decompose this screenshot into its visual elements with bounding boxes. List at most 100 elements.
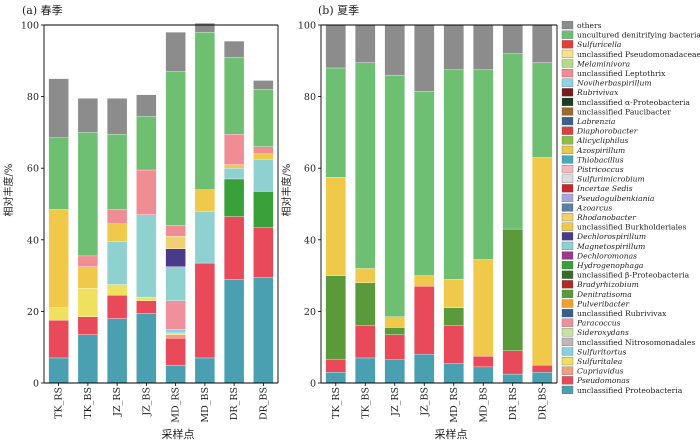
legend-item: Diaphorobacter	[561, 127, 638, 136]
bar-segment-b-DR_RS-37	[502, 53, 523, 230]
bar-segment-a-DR_BS-1	[253, 227, 274, 278]
legend-swatch	[561, 165, 574, 174]
y-tick-label-b-100: 100	[298, 21, 316, 32]
bar-segment-a-MD_BS-15	[194, 211, 215, 264]
legend-label: Sulfurimicrobium	[577, 175, 645, 184]
legend-swatch	[561, 357, 574, 366]
bar-segment-a-JZ_RS-15	[107, 241, 128, 285]
legend-label: Sulfuritortus	[577, 347, 626, 356]
legend-swatch	[561, 232, 574, 241]
bar-segment-a-JZ_RS-38	[107, 98, 128, 135]
bar-segment-a-DR_RS-38	[224, 40, 245, 58]
legend-label: Hydrogenophaga	[576, 261, 644, 270]
bar-segment-a-MD_RS-16	[165, 248, 186, 267]
bar-segment-b-TK_RS-38	[325, 24, 346, 69]
bar-segment-a-TK_RS-0	[48, 357, 69, 384]
bar-segment-a-MD_RS-33	[165, 225, 186, 237]
bar-segment-a-MD_RS-4	[165, 329, 186, 334]
legend-item: Sulfuritortus	[561, 347, 626, 356]
legend-swatch	[561, 241, 574, 250]
legend-label: Pseudogulbenkiania	[576, 194, 655, 203]
bar-segment-a-DR_BS-13	[253, 191, 274, 228]
legend-label: uncultured denitrifying bacteria	[577, 31, 700, 40]
x-tick-label-a-MD_BS: MD_BS	[200, 387, 211, 423]
bar-segment-b-MD_RS-10	[443, 307, 464, 326]
bar-segment-b-DR_RS-0	[502, 373, 523, 384]
y-tick-label-b-80: 80	[304, 92, 316, 103]
bar-segment-a-TK_RS-37	[48, 137, 69, 210]
legend-swatch	[561, 97, 574, 106]
bar-segment-b-TK_BS-10	[355, 282, 376, 326]
legend-label: Noviherbaspirillum	[576, 79, 652, 88]
x-tick-label-a-MD_RS: MD_RS	[171, 387, 182, 423]
bar-segment-b-TK_BS-37	[355, 62, 376, 269]
bar-segment-a-DR_BS-37	[253, 89, 274, 147]
bar-segment-a-MD_RS-7	[165, 300, 186, 330]
bar-segment-a-JZ_BS-37	[136, 116, 157, 171]
legend-item: Hydrogenophaga	[561, 261, 644, 270]
bar-segment-b-MD_BS-37	[473, 69, 494, 260]
x-tick-label-a-JZ_BS: JZ_BS	[141, 387, 152, 417]
legend-item: Thiobacillus	[561, 155, 624, 164]
bar-segment-a-MD_BS-17	[194, 189, 215, 212]
legend-label: Pulveribacter	[576, 299, 629, 308]
x-tick-label-b-MD_RS: MD_RS	[449, 387, 460, 423]
y-tick-label-b-0: 0	[310, 379, 316, 390]
legend-item: Sulfuritalea	[561, 357, 623, 366]
legend-label: unclassified α-Proteobacteria	[577, 98, 690, 107]
bar-segment-a-JZ_BS-38	[136, 94, 157, 117]
bar-segment-b-JZ_RS-0	[384, 359, 405, 384]
x-tick-label-b-DR_BS: DR_BS	[537, 387, 548, 420]
bar-segment-a-JZ_BS-0	[136, 313, 157, 384]
bar-segment-b-JZ_BS-38	[414, 24, 435, 92]
legend-label: unclassified Leptothrix	[577, 69, 666, 78]
bar-segment-b-JZ_RS-17	[384, 316, 405, 328]
legend-swatch	[561, 30, 574, 39]
legend-swatch	[561, 117, 574, 126]
legend-item: unclassified β-Proteobacteria	[561, 271, 690, 280]
legend-item: unclassified Paucibacter	[561, 107, 671, 116]
bar-segment-b-DR_RS-10	[502, 228, 523, 351]
bar-segment-a-TK_RS-1	[48, 320, 69, 359]
bar-segment-a-MD_BS-1	[194, 262, 215, 359]
legend-swatch	[561, 385, 574, 394]
x-tick-label-b-TK_RS: TK_RS	[331, 387, 342, 419]
legend-label: Sulfuricella	[577, 40, 622, 49]
legend-swatch	[561, 222, 574, 231]
legend-label: Sideroxydans	[577, 328, 629, 337]
legend-item: Azoarcus	[561, 203, 612, 212]
bar-segment-a-MD_RS-38	[165, 32, 186, 72]
legend-label: Azoarcus	[576, 203, 612, 212]
bar-segment-a-JZ_RS-17	[107, 223, 128, 242]
legend-swatch	[561, 184, 574, 193]
bar-segment-a-DR_RS-15	[224, 168, 245, 180]
y-tick-label-a-80: 80	[27, 92, 39, 103]
legend-label: unclassified Nitrosomonadales	[577, 338, 695, 347]
panel-a-ticks: TK_RS TK_BS JZ_RS JZ_BS MD_RS MD_BS DR_RS DR_BS…	[21, 21, 270, 423]
legend-item: Sideroxydans	[561, 328, 629, 337]
bar-segment-b-TK_BS-17	[355, 268, 376, 283]
bar-segment-b-JZ_BS-37	[414, 91, 435, 276]
bar-segment-b-DR_BS-17	[532, 157, 553, 366]
legend-label: Rhodanobacter	[576, 213, 636, 222]
bar-segment-a-TK_RS-17	[48, 209, 69, 308]
legend-item: Alicycliphilus	[561, 136, 628, 145]
bar-segment-b-DR_BS-0	[532, 372, 553, 384]
bar-segment-a-JZ_BS-1	[136, 300, 157, 314]
legend-item: Azospirillum	[561, 146, 625, 155]
bar-segment-b-MD_RS-0	[443, 363, 464, 384]
legend-swatch	[561, 213, 574, 222]
bar-segment-a-TK_BS-38	[77, 98, 98, 133]
bar-segment-b-JZ_RS-10	[384, 327, 405, 335]
bar-segment-b-MD_BS-17	[473, 259, 494, 357]
legend-label: Rubrivivax	[576, 88, 619, 97]
legend-label: Incertae Sedis	[576, 184, 633, 193]
bar-segment-b-DR_RS-38	[502, 24, 523, 54]
panel-a-y-axis-label: 相对丰度/%	[2, 164, 15, 217]
bar-segment-b-TK_RS-1	[325, 359, 346, 373]
panel-b-axes	[318, 24, 558, 386]
legend-item: Incertae Sedis	[561, 184, 633, 193]
bar-segment-a-DR_BS-0	[253, 277, 274, 384]
legend-swatch	[561, 309, 574, 318]
legend-swatch	[561, 88, 574, 97]
